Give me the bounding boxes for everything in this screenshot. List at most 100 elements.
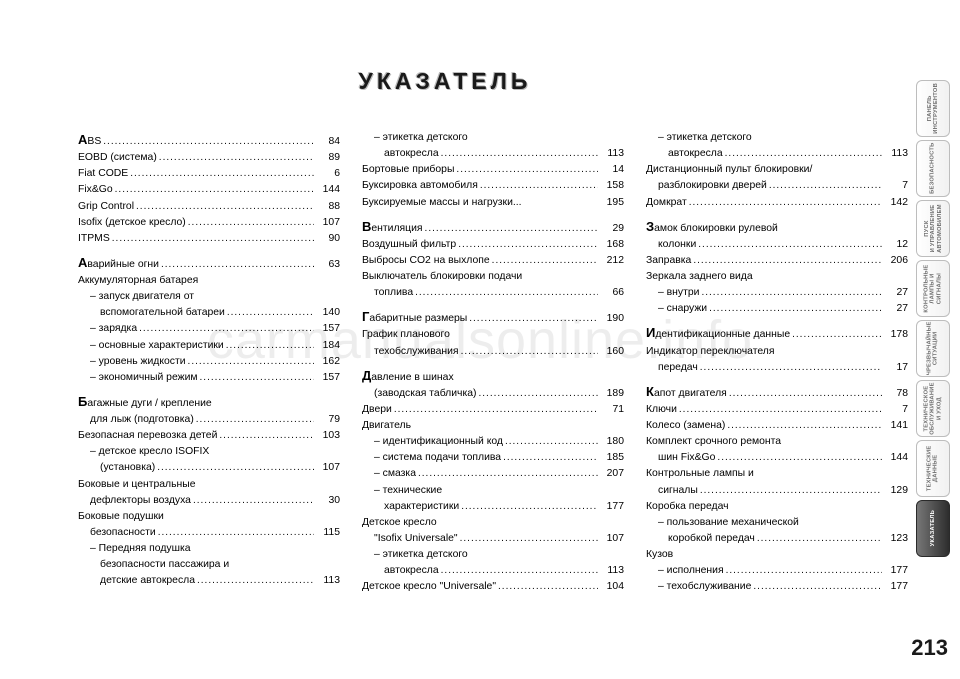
leader-dots (110, 231, 314, 247)
index-entry: Двери71 (362, 402, 624, 418)
page-number: 213 (911, 635, 948, 661)
index-label: Багажные дуги / крепление (78, 392, 212, 412)
leader-dots (767, 178, 882, 194)
leader-dots (478, 178, 598, 194)
index-label: передач (658, 360, 698, 376)
side-tab[interactable]: ПАНЕЛЬ ИНСТРУМЕНТОВ (916, 80, 950, 137)
index-entry: техобслуживания160 (362, 344, 624, 360)
index-entry: Комплект срочного ремонта (646, 434, 908, 450)
index-section-header: Двигатель (362, 418, 624, 434)
index-page-number: 207 (598, 466, 624, 482)
index-entry: Боковые и центральные (78, 477, 340, 493)
leader-dots (467, 311, 598, 327)
index-entry: шин Fix&Go144 (646, 450, 908, 466)
index-label: – этикетка детского (374, 130, 468, 146)
index-page-number: 107 (314, 460, 340, 476)
index-page-number: 29 (598, 221, 624, 237)
index-page-number: 104 (598, 579, 624, 595)
index-page-number: 113 (598, 563, 624, 579)
side-tab[interactable]: ТЕХНИЧЕСКОЕ ОБСЛУЖИВАНИЕ И УХОД (916, 380, 950, 437)
index-label: – экономичный режим (90, 370, 198, 386)
leader-dots (224, 338, 314, 354)
index-subentry: – этикетка детского (362, 130, 624, 146)
index-page-number: 162 (314, 354, 340, 370)
index-label: Домкрат (646, 195, 687, 211)
index-section-header: Аккумуляторная батарея (78, 273, 340, 289)
index-entry: Колесо (замена)141 (646, 418, 908, 434)
index-entry: Бортовые приборы14 (362, 162, 624, 178)
index-entry: Домкрат142 (646, 195, 908, 211)
index-label: топлива (374, 285, 413, 301)
index-subentry: – техобслуживание177 (646, 579, 908, 595)
index-page-number: 185 (598, 450, 624, 466)
index-label: разблокировки дверей (658, 178, 767, 194)
index-entry: сигналы129 (646, 483, 908, 499)
index-label: Боковые и центральные (78, 477, 196, 493)
index-page-number: 158 (598, 178, 624, 194)
index-label: безопасности пассажира и (100, 557, 229, 573)
leader-dots (198, 370, 314, 386)
index-subentry: – основные характеристики 184 (78, 338, 340, 354)
index-label: – смазка (374, 466, 416, 482)
index-subentry: – уровень жидкости162 (78, 354, 340, 370)
index-label: колонки (658, 237, 696, 253)
index-label: вспомогательной батареи (100, 305, 225, 321)
index-label: – основные характеристики (90, 338, 224, 354)
index-page-number: 190 (598, 311, 624, 327)
index-page-number: 113 (882, 146, 908, 162)
index-subentry: (установка) 107 (78, 460, 340, 476)
index-page-number: 177 (882, 579, 908, 595)
index-label: Бортовые приборы (362, 162, 454, 178)
index-label: Двигатель (362, 418, 411, 434)
side-tab[interactable]: КОНТРОЛЬНЫЕ ЛАМПЫ И СИГНАЛЫ (916, 260, 950, 317)
index-page-number: 90 (314, 231, 340, 247)
index-page-number: 6 (314, 166, 340, 182)
index-entry: Контрольные лампы и (646, 466, 908, 482)
index-subentry: – исполнения177 (646, 563, 908, 579)
leader-dots (723, 146, 882, 162)
side-tab[interactable]: УКАЗАТЕЛЬ (916, 500, 950, 557)
leader-dots (194, 412, 314, 428)
leader-dots (501, 450, 598, 466)
side-tab[interactable]: БЕЗОПАСНОСТЬ (916, 140, 950, 197)
index-label: Индикатор переключателя (646, 344, 774, 360)
index-subentry: – этикетка детского (362, 547, 624, 563)
index-label: Заправка (646, 253, 691, 269)
side-tab[interactable]: ЧРЕЗВЫЧАЙНЫЕ СИТУАЦИИ (916, 320, 950, 377)
leader-dots (113, 182, 314, 198)
leader-dots (416, 466, 598, 482)
index-entry: Аварийные огни63 (78, 253, 340, 273)
index-subentry: безопасности пассажира и (78, 557, 340, 573)
index-label: График планового (362, 327, 450, 343)
leader-dots (755, 531, 882, 547)
leader-dots (699, 285, 882, 301)
leader-dots (159, 257, 314, 273)
index-label: сигналы (658, 483, 698, 499)
index-subentry: автокресла113 (362, 563, 624, 579)
leader-dots (186, 215, 314, 231)
index-page-number: 107 (314, 215, 340, 231)
index-label: "Isofix Universale" (374, 531, 458, 547)
index-subentry: – этикетка детского (646, 130, 908, 146)
index-section-header: Коробка передач (646, 499, 908, 515)
side-tab[interactable]: ТЕХНИЧЕСКИЕ ДАННЫЕ (916, 440, 950, 497)
index-page-number: 180 (598, 434, 624, 450)
index-label: (заводская табличка) (374, 386, 476, 402)
index-label: для лыж (подготовка) (90, 412, 194, 428)
index-label: Кузов (646, 547, 673, 563)
index-entry: ABS84 (78, 130, 340, 150)
index-label: безопасности (90, 525, 156, 541)
index-page-number: 184 (314, 338, 340, 354)
index-entry: Ключи7 (646, 402, 908, 418)
leader-dots (191, 493, 314, 509)
index-entry: топлива66 (362, 285, 624, 301)
index-label: (установка) (100, 460, 155, 476)
index-label: Комплект срочного ремонта (646, 434, 781, 450)
leader-dots (496, 579, 598, 595)
index-page-number: 177 (882, 563, 908, 579)
index-label: Дистанционный пульт блокировки/ (646, 162, 812, 178)
index-subentry: – снаружи27 (646, 301, 908, 317)
side-tab[interactable]: ПУСК И УПРАВЛЕНИЕ АВТОМОБИЛЕМ (916, 200, 950, 257)
index-page-number: 107 (598, 531, 624, 547)
index-page-number: 212 (598, 253, 624, 269)
